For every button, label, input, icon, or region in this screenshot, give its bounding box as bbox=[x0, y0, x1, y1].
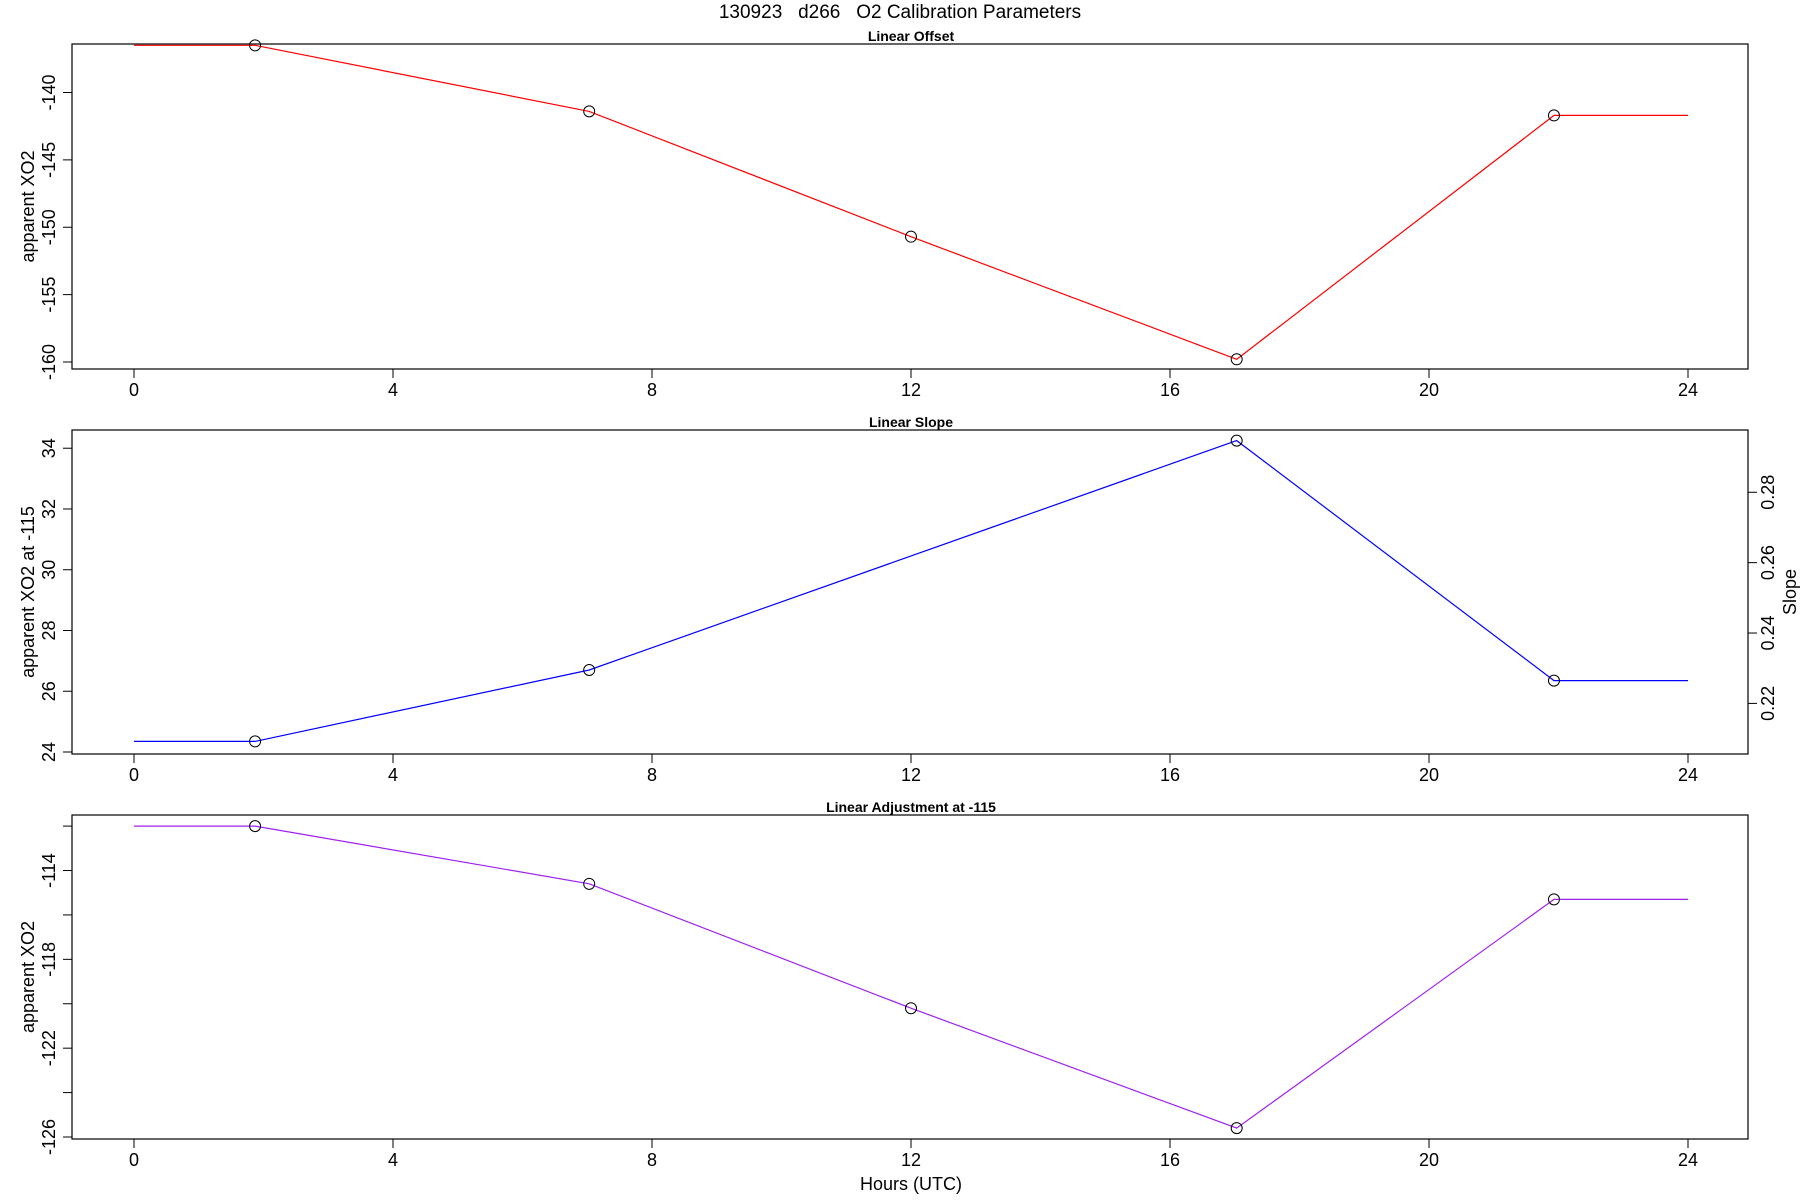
x-tick-label: 20 bbox=[1419, 765, 1439, 785]
x-tick-label: 0 bbox=[129, 380, 139, 400]
data-point bbox=[1230, 434, 1243, 447]
panel-title: Linear Offset bbox=[868, 28, 955, 44]
y-tick-label: 24 bbox=[39, 742, 59, 762]
right-tick-label: 0.22 bbox=[1758, 686, 1778, 721]
y-tick-label: -150 bbox=[39, 209, 59, 245]
x-tick-label: 4 bbox=[388, 765, 398, 785]
y-tick-label: 32 bbox=[39, 499, 59, 519]
right-axis-label: Slope bbox=[1780, 569, 1800, 615]
data-point bbox=[1547, 674, 1560, 687]
x-tick-label: 16 bbox=[1160, 765, 1180, 785]
x-tick-label: 8 bbox=[647, 380, 657, 400]
x-tick-label: 12 bbox=[901, 380, 921, 400]
chart-main-title: 130923 d266 O2 Calibration Parameters bbox=[718, 2, 1082, 23]
y-tick-label: -155 bbox=[39, 277, 59, 313]
y-tick-label: -126 bbox=[39, 1119, 59, 1155]
x-tick-label: 8 bbox=[647, 1150, 657, 1170]
y-tick-label: -140 bbox=[39, 74, 59, 110]
y-tick-label: -114 bbox=[39, 853, 59, 888]
data-point bbox=[583, 663, 596, 676]
panel-title: Linear Slope bbox=[869, 414, 953, 430]
right-tick-label: 0.26 bbox=[1758, 545, 1778, 580]
y-axis-label: apparent XO2 bbox=[18, 150, 38, 262]
data-point bbox=[1230, 1122, 1243, 1135]
data-point bbox=[905, 1002, 917, 1015]
plot-frame bbox=[71, 429, 1749, 755]
right-tick-label: 0.24 bbox=[1758, 615, 1778, 650]
y-axis-label: apparent XO2 at -115 bbox=[18, 506, 38, 678]
x-tick-label: 20 bbox=[1419, 1150, 1439, 1170]
panel-title: Linear Adjustment at -115 bbox=[826, 799, 996, 815]
y-tick-label: 28 bbox=[39, 620, 59, 640]
panel-3: Linear Adjustment at -115 0 4 8 12 16 20 24 -126… bbox=[18, 799, 1749, 1194]
x-tick-label: 24 bbox=[1678, 765, 1698, 785]
data-point bbox=[249, 820, 262, 833]
data-point bbox=[1547, 893, 1560, 906]
y-tick-label: 30 bbox=[39, 560, 59, 580]
x-tick-label: 0 bbox=[129, 765, 139, 785]
x-tick-label: 4 bbox=[388, 1150, 398, 1170]
data-point bbox=[249, 735, 262, 748]
y-tick-label: -122 bbox=[39, 1030, 59, 1066]
panel-1: Linear Offset 0 4 8 12 16 20 24 -160 -155 -150 -145… bbox=[18, 28, 1749, 400]
series-line bbox=[134, 44, 1688, 360]
y-tick-label: -160 bbox=[39, 344, 59, 380]
x-tick-label: 8 bbox=[647, 765, 657, 785]
y-tick-label: 34 bbox=[39, 438, 59, 458]
x-tick-label: 12 bbox=[901, 1150, 921, 1170]
y-tick-label: 26 bbox=[39, 681, 59, 701]
x-tick-label: 4 bbox=[388, 380, 398, 400]
x-tick-label: 16 bbox=[1160, 380, 1180, 400]
y-axis-label: apparent XO2 bbox=[18, 921, 38, 1033]
plot-frame bbox=[71, 43, 1749, 370]
x-tick-label: 16 bbox=[1160, 1150, 1180, 1170]
series-line bbox=[134, 825, 1688, 1129]
y-tick-label: -145 bbox=[39, 142, 59, 178]
y-tick-label: -118 bbox=[39, 942, 59, 977]
right-tick-label: 0.28 bbox=[1758, 475, 1778, 510]
data-point bbox=[1547, 109, 1560, 122]
x-tick-label: 0 bbox=[129, 1150, 139, 1170]
panel-2: Linear Slope 0 4 8 12 16 20 24 24 26 28 30 32 34 appar… bbox=[18, 414, 1800, 785]
data-point bbox=[905, 230, 917, 243]
x-tick-label: 24 bbox=[1678, 380, 1698, 400]
data-point bbox=[583, 877, 596, 890]
x-tick-label: 24 bbox=[1678, 1150, 1698, 1170]
series-line bbox=[134, 439, 1688, 743]
data-point bbox=[249, 39, 262, 52]
data-point bbox=[583, 105, 596, 118]
x-tick-label: 12 bbox=[901, 765, 921, 785]
x-axis-label: Hours (UTC) bbox=[860, 1174, 962, 1194]
plot-frame bbox=[71, 814, 1749, 1140]
data-point bbox=[1230, 353, 1243, 366]
x-tick-label: 20 bbox=[1419, 380, 1439, 400]
